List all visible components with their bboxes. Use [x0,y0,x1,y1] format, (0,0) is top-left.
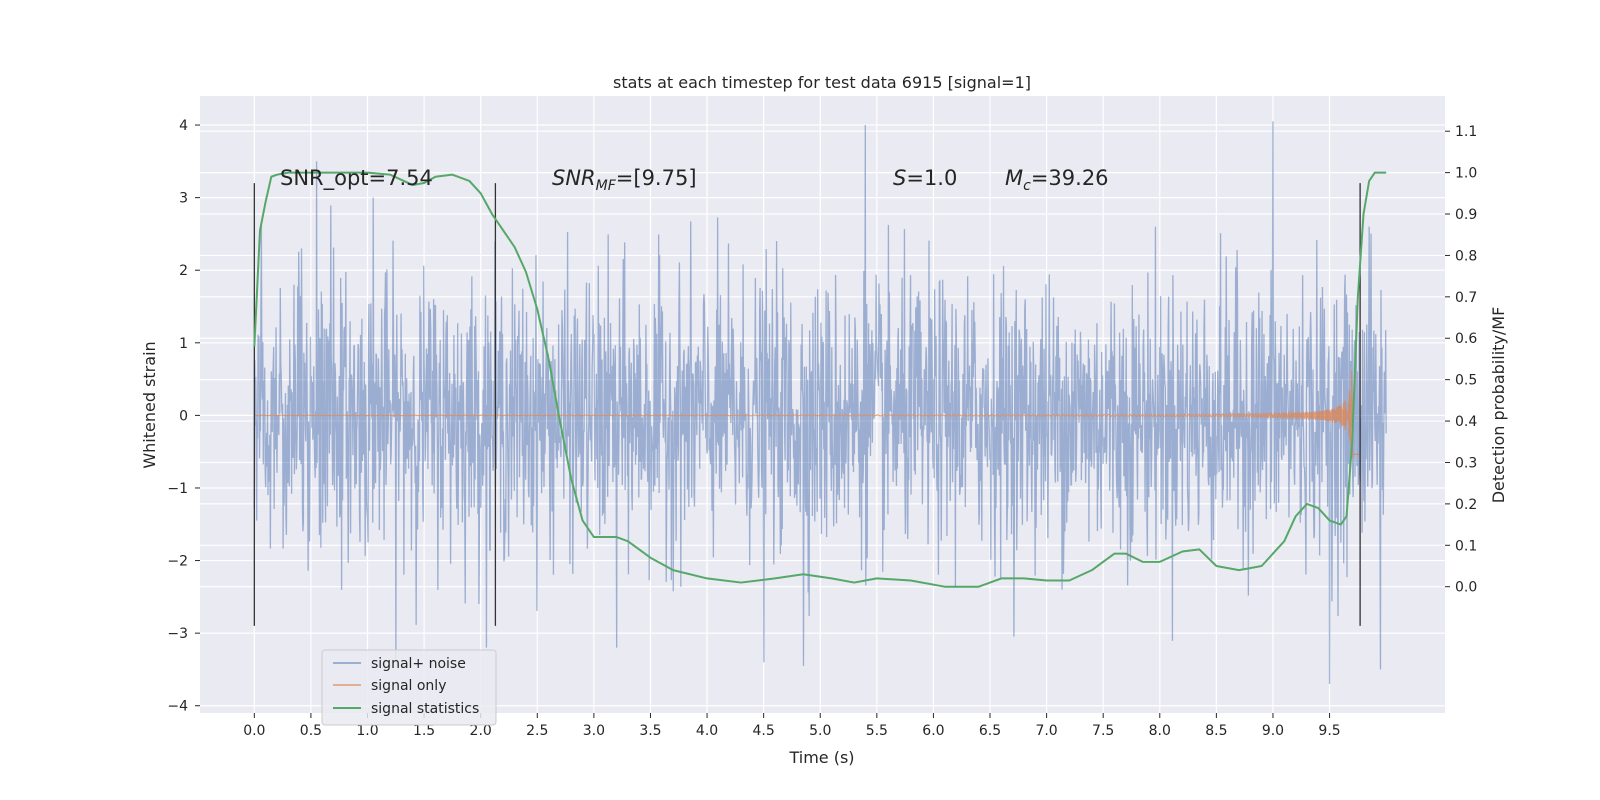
x-tick-label: 1.0 [356,723,378,739]
y-tick-label: −3 [167,626,188,642]
y-right-tick-label: 0.7 [1455,290,1477,306]
x-tick-label: 7.0 [1035,723,1057,739]
series-signal-statistics [253,171,1387,588]
y-tick-label: −4 [167,699,188,715]
x-tick-label: 0.0 [243,723,265,739]
annotation-snr-mf-main: SNR [552,166,596,190]
x-tick-label: 6.5 [979,723,1001,739]
signal-series-layer [254,371,1361,459]
y-axis-label-right: Detection probability/MF [1489,307,1508,504]
x-tick-label: 6.0 [922,723,944,739]
x-tick-label: 3.0 [583,723,605,739]
x-tick-label: 9.5 [1318,723,1340,739]
x-tick-label: 3.5 [639,723,661,739]
x-tick-label: 8.0 [1149,723,1171,739]
x-ticks: 0.0 0.5 1.0 1.5 2.0 2.5 3.0 3.5 4.0 4.5 5.0 5.5 6.0 6… [243,713,1341,739]
stats-series-layer [253,171,1387,588]
series-signal-plus-noise [253,121,1387,684]
annotation-s: S=1.0 [893,166,957,190]
y-ticks-left: 4 3 2 1 0 −1 −2 −3 −4 [167,118,200,715]
y-tick-label: 0 [179,408,188,424]
y-right-tick-label: 0.3 [1455,455,1477,471]
x-tick-label: 5.0 [809,723,831,739]
y-right-tick-label: 0.6 [1455,331,1477,347]
y-tick-label: −1 [167,481,188,497]
y-right-tick-label: 0.2 [1455,497,1477,513]
x-tick-label: 9.0 [1262,723,1284,739]
legend: signal+ noise signal only signal statist… [321,649,497,726]
legend-label-noise: signal+ noise [371,656,466,672]
annotation-s-label: S [893,166,906,190]
legend-label-signal: signal only [371,678,446,694]
y-ticks-right: 1.1 1.0 0.9 0.8 0.7 0.6 0.5 0.4 0.3 0.2 0.1 0.0 [1445,124,1477,596]
x-axis-label: Time (s) [788,748,854,767]
y-right-tick-label: 0.9 [1455,207,1477,223]
y-right-tick-label: 0.8 [1455,248,1477,264]
x-tick-label: 5.5 [866,723,888,739]
annotation-snr-mf: SNRMF=[9.75] [552,166,697,194]
y-tick-label: 2 [179,263,188,279]
annotation-mc-sub: c [1023,178,1031,194]
annotation-snr-mf-sub: MF [596,178,617,194]
x-tick-label: 2.0 [470,723,492,739]
annotation-mc-label: M [1005,166,1023,190]
y-tick-label: 3 [179,191,188,207]
x-tick-label: 4.0 [696,723,718,739]
legend-box [321,649,497,726]
annotation-mc-value: =39.26 [1031,166,1109,190]
y-tick-label: 1 [179,336,188,352]
y-right-tick-label: 1.0 [1455,166,1477,182]
y-tick-label: −2 [167,554,188,570]
annotation-snr-mf-value: =[9.75] [616,166,697,190]
x-tick-label: 2.5 [526,723,548,739]
noise-series-layer [253,121,1387,684]
y-right-tick-label: 1.1 [1455,124,1477,140]
x-tick-label: 1.5 [413,723,435,739]
legend-label-stats: signal statistics [371,701,479,717]
y-right-tick-label: 0.1 [1455,538,1477,554]
chart-title: stats at each timestep for test data 691… [613,73,1031,92]
y-right-tick-label: 0.5 [1455,373,1477,389]
x-tick-label: 8.5 [1205,723,1227,739]
annotations: SNR_opt=7.54 SNRMF=[9.75] S=1.0 Mc=39.26 [280,166,1109,194]
annotation-s-value: =1.0 [906,166,957,190]
annotation-mc: Mc=39.26 [1005,166,1109,194]
x-tick-label: 4.5 [753,723,775,739]
y-tick-label: 4 [179,118,188,134]
y-right-tick-label: 0.0 [1455,580,1477,596]
series-signal-only [254,371,1361,459]
x-tick-label: 7.5 [1092,723,1114,739]
y-axis-label: Whitened strain [140,341,159,468]
x-tick-label: 0.5 [300,723,322,739]
annotation-snr-opt: SNR_opt=7.54 [280,166,433,191]
y-right-tick-label: 0.4 [1455,414,1477,430]
